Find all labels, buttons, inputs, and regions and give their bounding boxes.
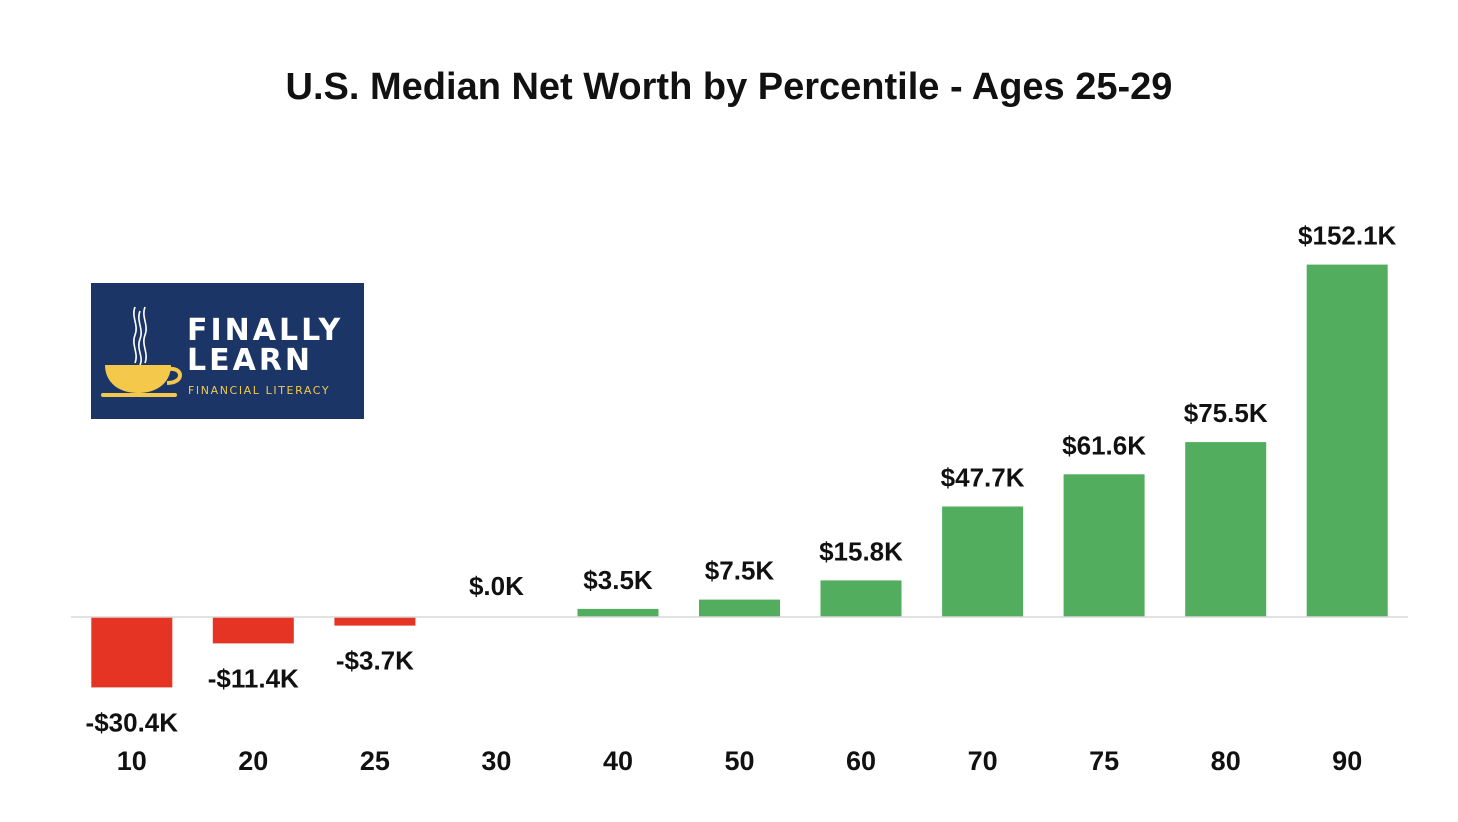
logo-wordmark-line2: LEARN xyxy=(187,343,314,378)
value-label-90: $152.1K xyxy=(1298,221,1397,251)
value-label-60: $15.8K xyxy=(819,536,903,566)
bar-90 xyxy=(1306,264,1388,617)
bar-25 xyxy=(334,617,416,626)
value-label-50: $7.5K xyxy=(705,556,775,586)
value-label-75: $61.6K xyxy=(1062,430,1146,460)
teacup-icon xyxy=(101,306,182,397)
tick-label-60: 60 xyxy=(846,746,876,776)
value-label-30: $.0K xyxy=(469,571,524,601)
value-label-70: $47.7K xyxy=(941,463,1025,493)
bar-40 xyxy=(577,608,659,617)
tick-label-75: 75 xyxy=(1089,746,1119,776)
labels-layer: -$30.4K -$11.4K -$3.7K $.0K $3.5K $7.5K $15.8K… xyxy=(86,221,1397,738)
bar-75 xyxy=(1063,474,1145,617)
bar-10 xyxy=(91,617,173,688)
chart-title: U.S. Median Net Worth by Percentile - Ag… xyxy=(285,66,1173,108)
bars-layer xyxy=(91,264,1388,688)
tick-label-40: 40 xyxy=(603,746,633,776)
value-label-20: -$11.4K xyxy=(208,663,299,693)
value-label-10: -$30.4K xyxy=(86,707,179,737)
tick-label-10: 10 xyxy=(117,746,147,776)
value-label-40: $3.5K xyxy=(583,565,653,595)
value-label-25: -$3.7K xyxy=(336,646,414,676)
bar-80 xyxy=(1185,442,1267,617)
tick-label-25: 25 xyxy=(360,746,390,776)
bar-20 xyxy=(212,617,294,644)
tick-label-90: 90 xyxy=(1332,746,1362,776)
finally-learn-logo: FINALLY LEARN FINANCIAL LITERACY xyxy=(91,283,364,419)
bar-70 xyxy=(942,506,1024,617)
tick-label-20: 20 xyxy=(238,746,268,776)
value-label-80: $75.5K xyxy=(1184,398,1268,428)
bar-50 xyxy=(699,599,780,617)
tick-label-70: 70 xyxy=(968,746,998,776)
tick-label-50: 50 xyxy=(724,746,754,776)
tick-label-80: 80 xyxy=(1211,746,1241,776)
logo-tagline: FINANCIAL LITERACY xyxy=(188,384,331,397)
logo-wordmark-line1: FINALLY xyxy=(187,313,344,348)
bar-60 xyxy=(820,580,902,617)
tick-label-30: 30 xyxy=(481,746,511,776)
x-axis-ticks: 10 20 25 30 40 50 60 70 75 80 90 xyxy=(117,746,1362,776)
